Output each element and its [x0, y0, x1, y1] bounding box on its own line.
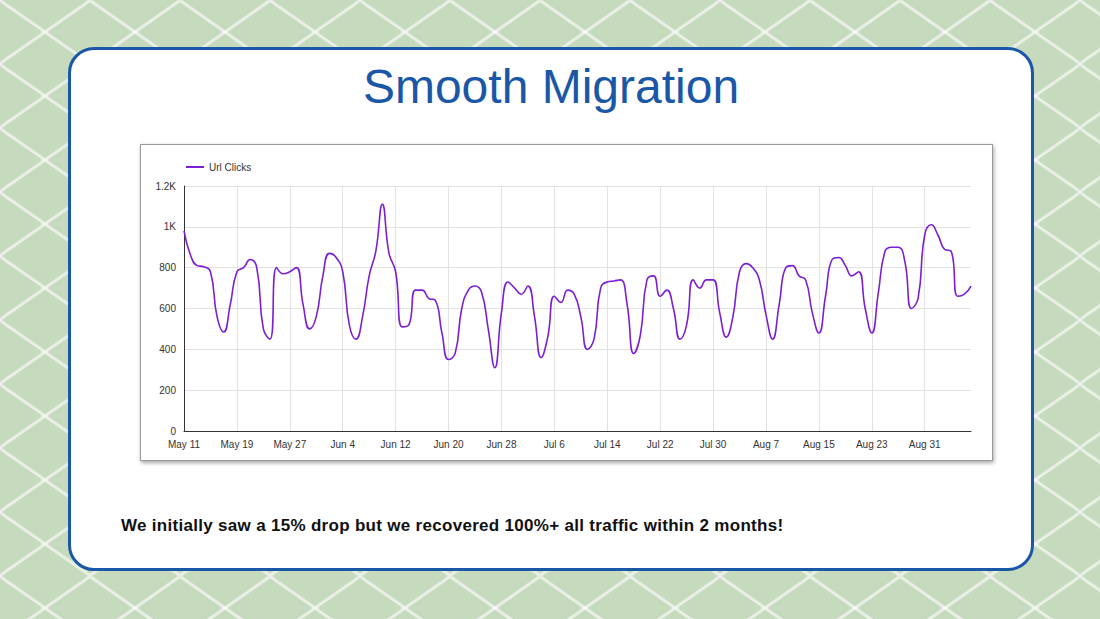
- svg-text:Jul 6: Jul 6: [544, 439, 566, 450]
- svg-text:800: 800: [159, 262, 176, 273]
- svg-text:Aug 15: Aug 15: [803, 439, 835, 450]
- svg-text:1K: 1K: [164, 221, 177, 232]
- svg-text:Aug 31: Aug 31: [909, 439, 941, 450]
- svg-text:May 19: May 19: [221, 439, 254, 450]
- svg-text:May 11: May 11: [168, 439, 200, 450]
- svg-text:Jun 20: Jun 20: [434, 439, 464, 450]
- svg-text:1.2K: 1.2K: [155, 181, 176, 192]
- svg-text:Jun 4: Jun 4: [330, 439, 355, 450]
- svg-text:Jun 28: Jun 28: [486, 439, 516, 450]
- svg-text:Jul 14: Jul 14: [594, 439, 621, 450]
- html-text:Smooth Migration: Smooth Migration: [362, 60, 740, 113]
- svg-text:0: 0: [170, 426, 176, 437]
- svg-text:Jun 12: Jun 12: [381, 439, 411, 450]
- svg-text:Jul 30: Jul 30: [700, 439, 727, 450]
- svg-text:May 27: May 27: [273, 439, 306, 450]
- svg-text:600: 600: [159, 303, 176, 314]
- svg-text:Aug 7: Aug 7: [753, 439, 780, 450]
- html-text:We initially saw a 15% drop bu: We initially saw a 15% drop but we recov…: [121, 516, 784, 535]
- svg-text:Aug 23: Aug 23: [856, 439, 888, 450]
- svg-text:200: 200: [159, 385, 176, 396]
- svg-text:Url Clicks: Url Clicks: [209, 162, 251, 173]
- svg-text:400: 400: [159, 344, 176, 355]
- svg-text:Jul 22: Jul 22: [647, 439, 674, 450]
